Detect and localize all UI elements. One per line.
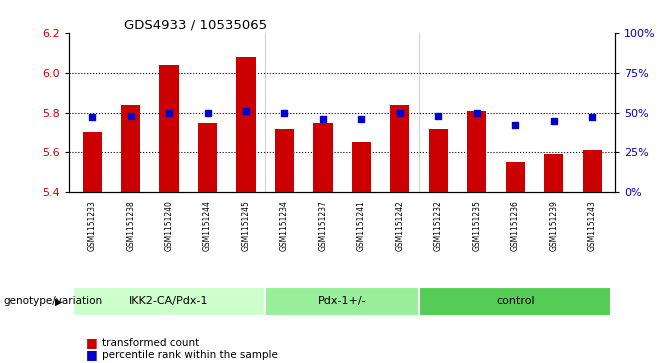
Text: percentile rank within the sample: percentile rank within the sample <box>102 350 278 360</box>
Text: GSM1151237: GSM1151237 <box>318 200 328 251</box>
Text: ▶: ▶ <box>55 296 63 306</box>
Text: GSM1151233: GSM1151233 <box>88 200 97 251</box>
Point <box>587 114 597 120</box>
Bar <box>313 123 332 192</box>
Text: GSM1151245: GSM1151245 <box>241 200 251 251</box>
Text: GDS4933 / 10535065: GDS4933 / 10535065 <box>124 19 267 32</box>
Bar <box>582 150 602 192</box>
Text: GSM1151232: GSM1151232 <box>434 200 443 251</box>
Bar <box>121 105 140 192</box>
FancyBboxPatch shape <box>265 287 419 316</box>
Point <box>433 113 443 119</box>
Text: GSM1151238: GSM1151238 <box>126 200 135 251</box>
Text: Pdx-1+/-: Pdx-1+/- <box>318 296 367 306</box>
Text: genotype/variation: genotype/variation <box>3 296 103 306</box>
Point <box>241 108 251 114</box>
Text: ■: ■ <box>86 337 97 350</box>
Bar <box>82 132 102 192</box>
Text: transformed count: transformed count <box>102 338 199 348</box>
Text: GSM1151241: GSM1151241 <box>357 200 366 251</box>
Point <box>164 110 174 115</box>
Text: GSM1151234: GSM1151234 <box>280 200 289 251</box>
Text: GSM1151242: GSM1151242 <box>395 200 405 251</box>
Bar <box>236 57 255 192</box>
Point <box>510 122 520 128</box>
Point <box>395 110 405 115</box>
Bar <box>352 142 371 192</box>
Bar <box>467 111 486 192</box>
Text: GSM1151243: GSM1151243 <box>588 200 597 251</box>
Bar <box>505 163 525 192</box>
Point <box>472 110 482 115</box>
Point <box>87 114 97 120</box>
Text: GSM1151236: GSM1151236 <box>511 200 520 251</box>
Point <box>548 118 559 123</box>
Point <box>318 116 328 122</box>
Bar <box>275 129 294 192</box>
Text: GSM1151239: GSM1151239 <box>549 200 558 251</box>
Text: GSM1151244: GSM1151244 <box>203 200 212 251</box>
Text: IKK2-CA/Pdx-1: IKK2-CA/Pdx-1 <box>130 296 209 306</box>
Point <box>279 110 290 115</box>
Text: control: control <box>496 296 534 306</box>
Bar <box>390 105 409 192</box>
Text: GSM1151235: GSM1151235 <box>472 200 481 251</box>
Bar <box>544 155 563 192</box>
Text: ■: ■ <box>86 348 97 362</box>
Point <box>356 116 367 122</box>
Bar <box>198 123 217 192</box>
Bar <box>429 129 448 192</box>
FancyBboxPatch shape <box>419 287 611 316</box>
Point <box>202 110 213 115</box>
Text: GSM1151240: GSM1151240 <box>164 200 174 251</box>
FancyBboxPatch shape <box>73 287 265 316</box>
Bar <box>159 65 179 192</box>
Point <box>126 113 136 119</box>
